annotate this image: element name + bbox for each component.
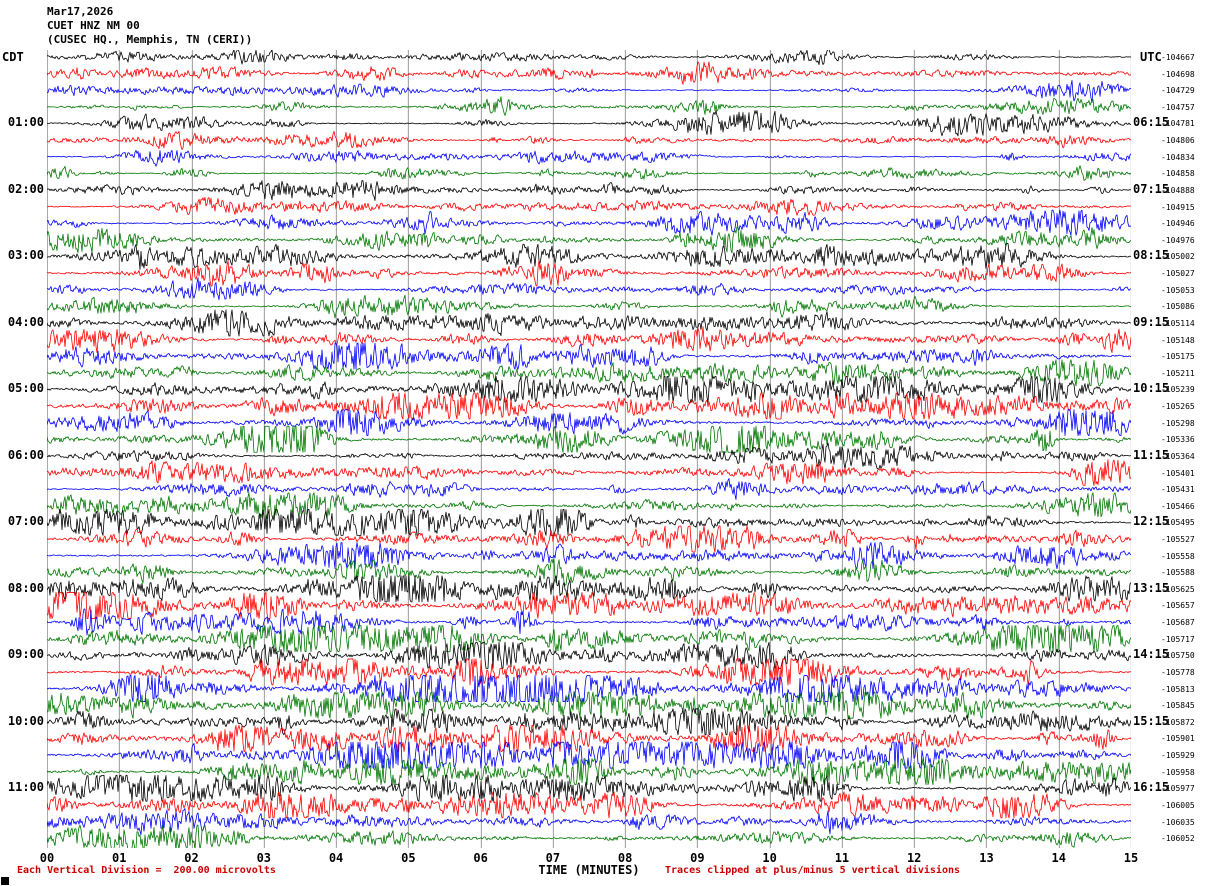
trace-start-value: -105495 [1161, 518, 1195, 528]
header-date: Mar17,2026 [47, 5, 114, 18]
trace-start-value: -105211 [1161, 368, 1195, 378]
trace-start-value: -105657 [1161, 601, 1195, 611]
right-hour-label: 16:15 [1133, 780, 1170, 795]
trace-start-value: -104858 [1161, 169, 1195, 179]
x-tick-label: 02 [184, 851, 199, 865]
trace-start-value: -105750 [1161, 651, 1195, 661]
x-tick-label: 05 [401, 851, 416, 865]
trace-start-value: -104834 [1161, 152, 1195, 162]
x-tick-label: 14 [1051, 851, 1066, 865]
trace-start-value: -105431 [1161, 485, 1195, 495]
left-hour-label: 07:00 [7, 514, 44, 529]
right-hour-label: 15:15 [1133, 713, 1170, 728]
trace-start-value: -104888 [1161, 185, 1195, 195]
clipping-note: Traces clipped at plus/minus 5 vertical … [665, 865, 961, 876]
trace-start-value: -105958 [1161, 767, 1195, 777]
trace-start-value: -104915 [1161, 202, 1195, 212]
left-hour-label: 08:00 [7, 580, 44, 595]
trace-start-value: -104806 [1161, 136, 1195, 146]
x-tick-label: 06 [473, 851, 488, 865]
trace-start-value: -105778 [1161, 667, 1195, 677]
right-hour-label: 14:15 [1133, 647, 1170, 662]
right-axis-title: UTC [1140, 50, 1162, 64]
header-location: (CUSEC HQ., Memphis, TN (CERI)) [47, 33, 253, 46]
trace-start-value: -104757 [1161, 102, 1195, 112]
right-hour-label: 06:15 [1133, 115, 1170, 130]
trace-start-value: -104976 [1161, 235, 1195, 245]
trace-start-value: -104729 [1161, 86, 1195, 96]
trace-start-value: -105086 [1161, 302, 1195, 312]
right-hour-label: 09:15 [1133, 314, 1170, 329]
right-hour-label: 08:15 [1133, 248, 1170, 263]
left-hour-label: 09:00 [7, 647, 44, 662]
x-tick-label: 11 [834, 851, 850, 865]
right-hour-label: 12:15 [1133, 514, 1170, 529]
trace-start-value: -106052 [1161, 834, 1195, 844]
left-hour-label: 02:00 [7, 181, 44, 196]
x-tick-label: 00 [39, 851, 55, 865]
trace-start-value: -104667 [1161, 53, 1195, 62]
trace-start-value: -105929 [1161, 751, 1195, 761]
plot-header: Mar17,2026 CUET HNZ NM 00 (CUSEC HQ., Me… [47, 5, 252, 47]
trace-start-value: -105336 [1161, 435, 1195, 445]
trace-start-value: -105687 [1161, 618, 1195, 628]
trace-start-value: -105002 [1161, 252, 1195, 262]
trace-start-value: -105027 [1161, 269, 1195, 279]
x-tick-label: 10 [762, 851, 777, 865]
vertical-division-note: Each Vertical Division = 200.00 microvol… [17, 865, 276, 876]
trace-start-value: -105527 [1161, 534, 1195, 544]
x-tick-label: 07 [545, 851, 561, 865]
left-hour-label: 03:00 [7, 248, 44, 263]
right-hour-label: 13:15 [1133, 580, 1170, 595]
corner-mark [1, 877, 9, 885]
trace-start-value: -105239 [1161, 385, 1195, 395]
right-hour-label: 10:15 [1133, 381, 1170, 396]
trace-start-value: -105813 [1161, 684, 1195, 694]
trace-start-value: -105401 [1161, 468, 1195, 478]
trace-start-value: -105872 [1161, 717, 1195, 727]
x-tick-label: 09 [690, 851, 705, 865]
right-hour-label: 07:15 [1133, 181, 1170, 196]
trace-start-value: -105977 [1161, 784, 1195, 794]
left-hour-label: 05:00 [7, 381, 44, 396]
trace-start-value: -104698 [1161, 69, 1195, 79]
trace-start-value: -105588 [1161, 568, 1195, 578]
trace-start-value: -106005 [1161, 800, 1195, 810]
left-hour-label: 04:00 [7, 314, 44, 329]
x-tick-label: 04 [328, 851, 344, 865]
trace-start-value: -105466 [1161, 501, 1195, 511]
left-hour-label: 11:00 [7, 780, 44, 795]
trace-start-value: -105175 [1161, 352, 1195, 362]
x-axis-title: TIME (MINUTES) [538, 863, 640, 877]
trace-start-value: -105265 [1161, 402, 1195, 412]
right-hour-label: 11:15 [1133, 447, 1170, 462]
trace-start-value: -105298 [1161, 418, 1195, 428]
trace-start-value: -104946 [1161, 219, 1195, 229]
x-tick-label: 13 [979, 851, 994, 865]
left-axis-title: CDT [2, 50, 24, 64]
x-tick-label: 08 [617, 851, 633, 865]
x-tick-label: 12 [906, 851, 922, 865]
trace-start-value: -105364 [1161, 451, 1195, 461]
trace-start-value: -105717 [1161, 634, 1195, 644]
left-hour-label: 10:00 [7, 713, 44, 728]
seismogram-canvas [47, 50, 1131, 848]
trace-start-value: -105053 [1161, 285, 1195, 295]
trace-start-value: -105901 [1161, 734, 1195, 744]
trace-start-value: -104781 [1161, 119, 1195, 129]
left-hour-label: 06:00 [7, 447, 44, 462]
trace-start-value: -105845 [1161, 701, 1195, 711]
trace-start-value: -105114 [1161, 318, 1195, 328]
left-hour-label: 01:00 [7, 115, 44, 130]
trace-start-value: -105558 [1161, 551, 1195, 561]
x-tick-label: 03 [256, 851, 272, 865]
trace-start-value: -106035 [1161, 817, 1195, 827]
x-tick-label: 15 [1123, 851, 1139, 865]
trace-start-value: -105148 [1161, 335, 1195, 345]
x-tick-label: 01 [112, 851, 127, 865]
trace-start-value: -105625 [1161, 584, 1195, 594]
header-station: CUET HNZ NM 00 [47, 19, 140, 32]
